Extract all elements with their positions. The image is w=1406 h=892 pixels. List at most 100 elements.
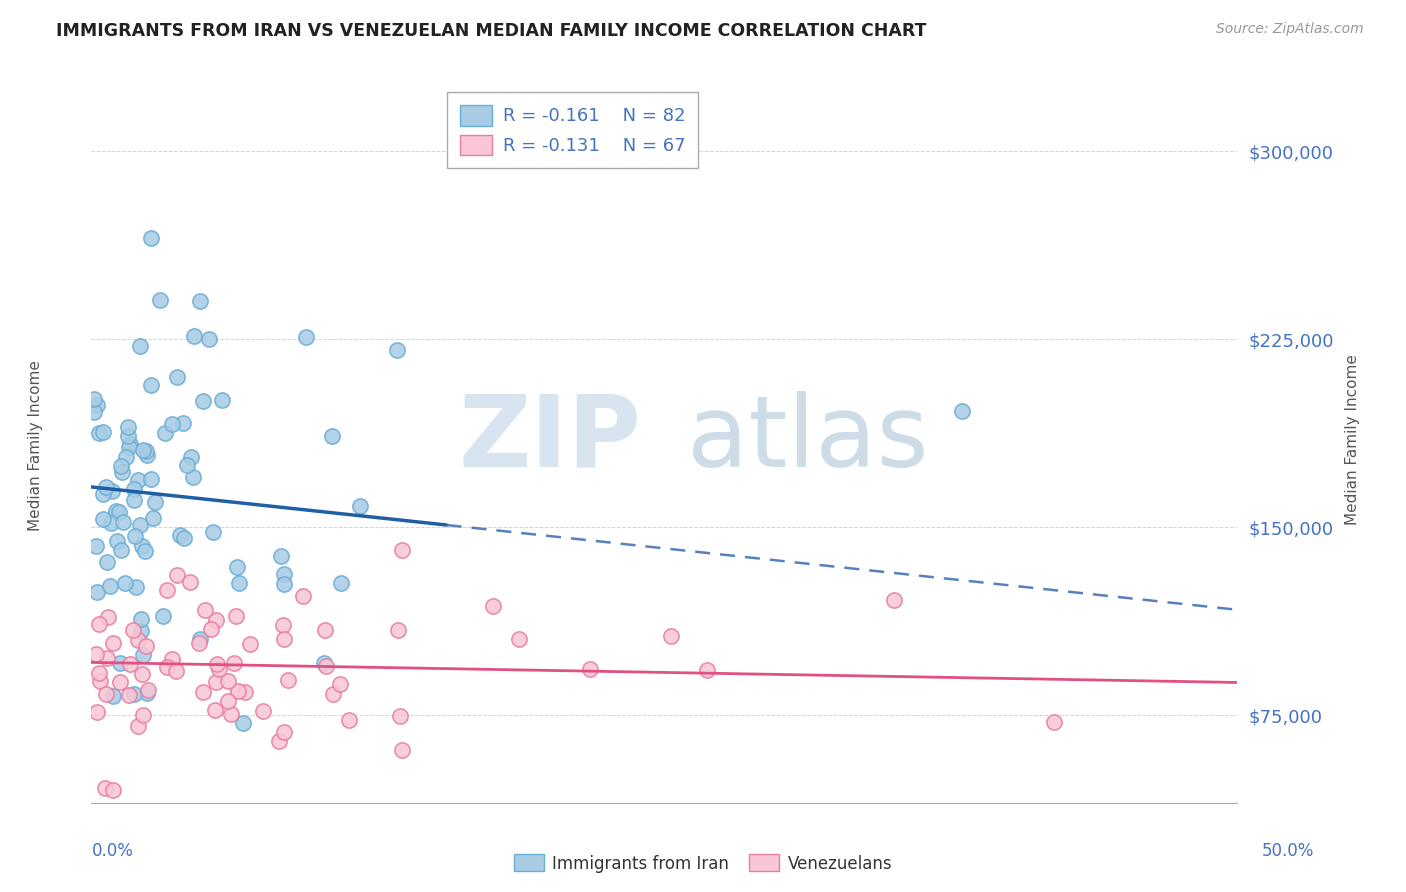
Point <box>950 404 973 418</box>
Point <box>122 482 145 496</box>
Point <box>101 483 124 498</box>
Point <box>659 629 682 643</box>
Point <box>117 420 139 434</box>
Point <box>127 473 149 487</box>
Point <box>139 472 162 486</box>
Point <box>110 459 132 474</box>
Point <box>205 613 228 627</box>
Point <box>219 707 242 722</box>
Point <box>91 512 114 526</box>
Point <box>166 370 188 384</box>
Legend: Immigrants from Iran, Venezuelans: Immigrants from Iran, Venezuelans <box>508 847 898 880</box>
Point <box>217 673 239 688</box>
Point <box>98 579 121 593</box>
Point <box>179 574 201 589</box>
Point <box>103 636 125 650</box>
Point <box>200 622 222 636</box>
Point <box>226 683 249 698</box>
Point <box>105 534 128 549</box>
Point <box>239 637 262 651</box>
Point <box>129 612 152 626</box>
Point <box>188 632 211 646</box>
Point <box>180 450 202 464</box>
Point <box>148 293 170 308</box>
Point <box>96 555 118 569</box>
Point <box>389 709 412 723</box>
Point <box>111 515 134 529</box>
Point <box>201 524 224 539</box>
Point <box>134 543 156 558</box>
Point <box>114 576 136 591</box>
Point <box>314 623 336 637</box>
Point <box>100 516 122 530</box>
Point <box>172 416 194 430</box>
Point <box>96 651 118 665</box>
Text: IMMIGRANTS FROM IRAN VS VENEZUELAN MEDIAN FAMILY INCOME CORRELATION CHART: IMMIGRANTS FROM IRAN VS VENEZUELAN MEDIA… <box>56 22 927 40</box>
Point <box>124 529 146 543</box>
Point <box>696 663 718 677</box>
Point <box>94 480 117 494</box>
Point <box>136 686 159 700</box>
Point <box>166 568 188 582</box>
Y-axis label: Median Family Income: Median Family Income <box>1346 354 1360 524</box>
Point <box>127 633 149 648</box>
Point <box>277 673 299 688</box>
Point <box>204 703 226 717</box>
Point <box>205 657 228 671</box>
Point <box>226 559 249 574</box>
Point <box>118 437 141 451</box>
Point <box>142 510 165 524</box>
Point <box>387 343 409 358</box>
Text: atlas: atlas <box>688 391 929 488</box>
Text: Median Family Income: Median Family Income <box>28 360 42 532</box>
Point <box>139 231 162 245</box>
Point <box>111 466 134 480</box>
Point <box>117 429 139 443</box>
Point <box>94 687 117 701</box>
Point <box>139 377 162 392</box>
Point <box>391 743 413 757</box>
Point <box>181 470 204 484</box>
Point <box>169 528 191 542</box>
Point <box>482 599 505 613</box>
Text: 50.0%: 50.0% <box>1263 842 1315 860</box>
Point <box>1043 714 1066 729</box>
Point <box>191 393 214 408</box>
Point <box>89 425 111 440</box>
Point <box>135 443 157 458</box>
Point <box>292 590 315 604</box>
Point <box>105 504 128 518</box>
Point <box>120 657 142 671</box>
Point <box>108 657 131 671</box>
Point <box>127 719 149 733</box>
Point <box>194 603 217 617</box>
Point <box>173 531 195 545</box>
Point <box>131 708 153 723</box>
Point <box>270 549 292 563</box>
Point <box>110 543 132 558</box>
Point <box>118 440 141 454</box>
Point <box>314 656 336 670</box>
Point <box>387 623 409 637</box>
Point <box>273 567 295 582</box>
Point <box>129 624 152 639</box>
Point <box>322 687 344 701</box>
Point <box>579 662 602 676</box>
Point <box>882 592 904 607</box>
Point <box>217 694 239 708</box>
Point <box>86 705 108 719</box>
Point <box>125 580 148 594</box>
Point <box>118 688 141 702</box>
Point <box>188 294 211 309</box>
Point <box>91 425 114 440</box>
Point <box>89 665 111 680</box>
Point <box>188 636 211 650</box>
Point <box>155 660 177 674</box>
Point <box>84 539 107 553</box>
Point <box>156 583 179 598</box>
Point <box>83 392 105 406</box>
Point <box>273 724 295 739</box>
Point <box>86 647 108 661</box>
Point <box>211 392 233 407</box>
Point <box>162 652 184 666</box>
